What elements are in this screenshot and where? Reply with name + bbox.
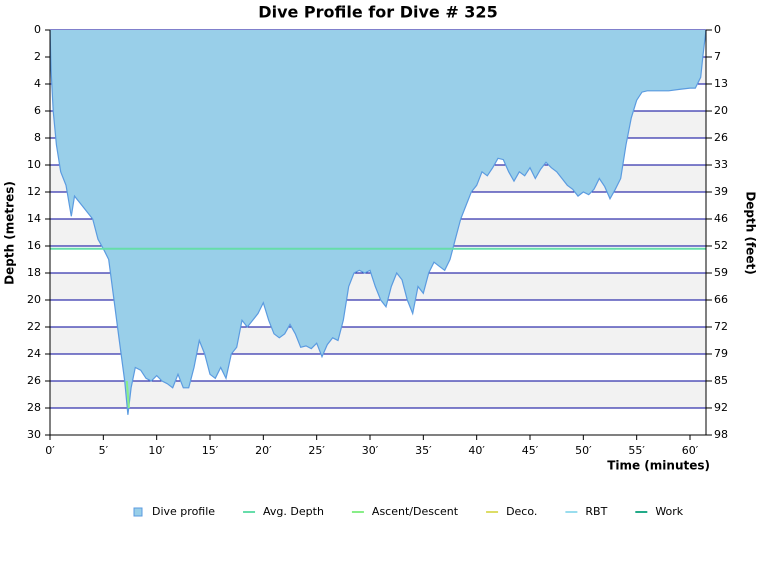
y2-tick-label: 39 [714, 185, 728, 198]
y-tick-label: 26 [27, 374, 41, 387]
y-tick-label: 28 [27, 401, 41, 414]
y-tick-label: 30 [27, 428, 41, 441]
legend: Dive profile Avg. Depth Ascent/Descent Deco… [133, 505, 684, 518]
x-tick-label: 20′ [255, 444, 272, 457]
y2-tick-label: 98 [714, 428, 728, 441]
area-fill [50, 30, 706, 415]
x-tick-label: 40′ [468, 444, 485, 457]
y2-tick-label: 0 [714, 23, 721, 36]
legend-label: Dive profile [152, 505, 215, 518]
y2-tick-label: 33 [714, 158, 728, 171]
y2-tick-label: 20 [714, 104, 728, 117]
y-tick-label: 18 [27, 266, 41, 279]
x-tick-label: 0′ [45, 444, 55, 457]
x-tick-label: 60′ [682, 444, 699, 457]
y-tick-label: 10 [27, 158, 41, 171]
y-tick-label: 0 [34, 23, 41, 36]
grid-band [50, 381, 706, 408]
area-line [49, 29, 707, 415]
y-tick-label: 16 [27, 239, 41, 252]
y-tick-label: 14 [27, 212, 41, 225]
y-axis-label: Depth (metres) [3, 181, 17, 285]
chart-title: Dive Profile for Dive # 325 [258, 3, 497, 22]
x-tick-label: 55′ [628, 444, 645, 457]
legend-label: Ascent/Descent [372, 505, 459, 518]
y-tick-label: 22 [27, 320, 41, 333]
y2-tick-label: 92 [714, 401, 728, 414]
x-tick-label: 10′ [148, 444, 165, 457]
y-tick-label: 4 [34, 77, 41, 90]
x-axis-label: Time (minutes) [607, 459, 710, 473]
x-tick-label: 35′ [415, 444, 432, 457]
legend-swatch [133, 507, 143, 517]
x-tick-label: 25′ [308, 444, 325, 457]
y2-tick-label: 85 [714, 374, 728, 387]
y-tick-label: 2 [34, 50, 41, 63]
x-tick-label: 15′ [202, 444, 219, 457]
legend-label: Deco. [506, 505, 537, 518]
y2-tick-label: 72 [714, 320, 728, 333]
y2-tick-label: 59 [714, 266, 728, 279]
y-tick-label: 12 [27, 185, 41, 198]
y-tick-label: 8 [34, 131, 41, 144]
series-line [125, 380, 130, 409]
y2-tick-label: 7 [714, 50, 721, 63]
y2-axis-label: Depth (feet) [744, 191, 758, 274]
y-tick-label: 24 [27, 347, 41, 360]
legend-label: Work [655, 505, 683, 518]
y2-tick-label: 66 [714, 293, 728, 306]
y-tick-label: 20 [27, 293, 41, 306]
y2-tick-label: 26 [714, 131, 728, 144]
legend-label: Avg. Depth [263, 505, 324, 518]
y2-tick-label: 79 [714, 347, 728, 360]
x-tick-label: 30′ [362, 444, 379, 457]
y-tick-label: 6 [34, 104, 41, 117]
x-tick-label: 50′ [575, 444, 592, 457]
y2-tick-label: 52 [714, 239, 728, 252]
x-tick-label: 5′ [99, 444, 109, 457]
y2-tick-label: 46 [714, 212, 728, 225]
legend-label: RBT [585, 505, 607, 518]
x-tick-label: 45′ [522, 444, 539, 457]
y2-tick-label: 13 [714, 77, 728, 90]
